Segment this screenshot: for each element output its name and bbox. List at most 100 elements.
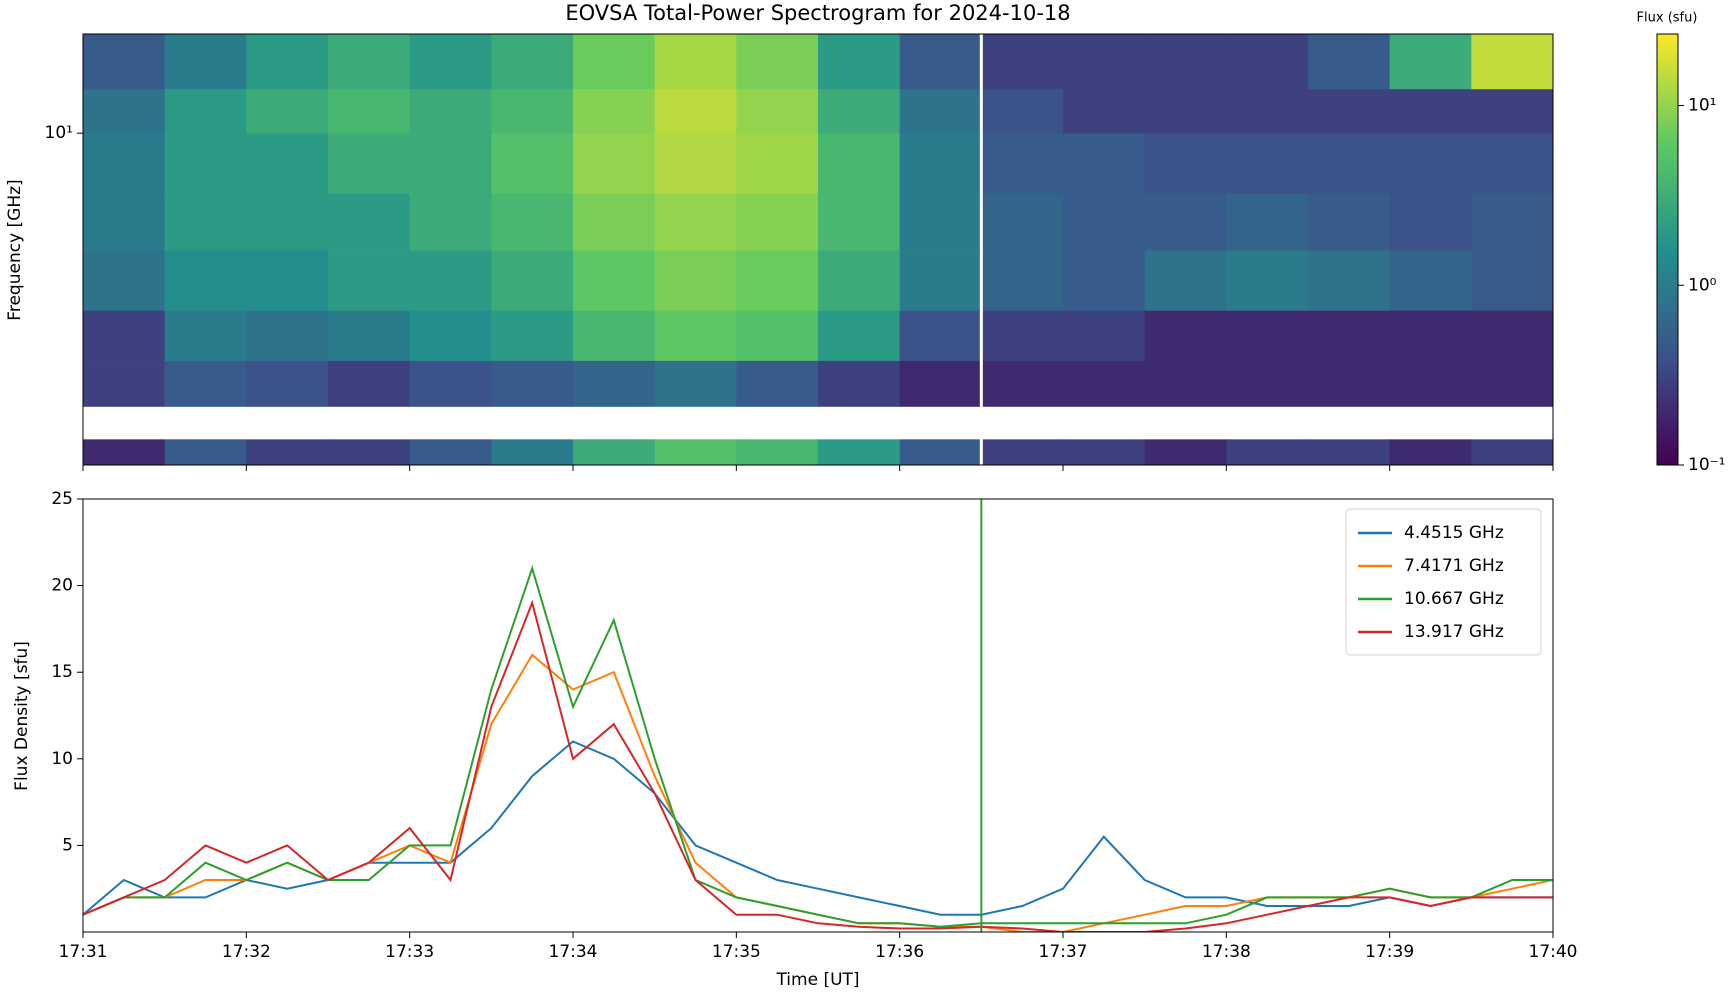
heatmap-cell bbox=[83, 360, 166, 407]
series-line bbox=[83, 653, 1553, 932]
heatmap-cell bbox=[818, 250, 901, 311]
heatmap-cell bbox=[1389, 88, 1472, 134]
heatmap-cell bbox=[981, 133, 1064, 194]
heatmap-cell bbox=[1063, 310, 1146, 361]
heatmap-cell bbox=[654, 250, 737, 311]
heatmap-cell bbox=[83, 133, 166, 194]
plot-frame bbox=[82, 33, 1554, 466]
heatmap-cell bbox=[736, 88, 819, 134]
heatmap-cell bbox=[83, 310, 166, 361]
heatmap-cell bbox=[491, 310, 574, 361]
heatmap-cell bbox=[736, 193, 819, 251]
heatmap-cell bbox=[491, 250, 574, 311]
x-tick-label: 17:37 bbox=[1039, 942, 1088, 962]
heatmap-cell bbox=[1144, 439, 1227, 466]
heatmap-cell bbox=[1144, 88, 1227, 134]
heatmap-cell bbox=[1308, 34, 1391, 90]
heatmap-cell bbox=[899, 133, 982, 194]
heatmap-cell bbox=[1471, 439, 1554, 466]
heatmap-cell bbox=[899, 439, 982, 466]
heatmap-cell bbox=[818, 88, 901, 134]
heatmap-cell bbox=[981, 360, 1064, 407]
y-axis-label: Frequency [GHz] bbox=[5, 179, 25, 320]
heatmap-cell bbox=[1389, 360, 1472, 407]
series-line bbox=[83, 599, 1553, 932]
heatmap-cell bbox=[1471, 34, 1554, 90]
heatmap-cell bbox=[736, 34, 819, 90]
heatmap-cell bbox=[981, 250, 1064, 311]
heatmap-cell bbox=[1144, 133, 1227, 194]
heatmap-cell bbox=[246, 88, 329, 134]
heatmap-cell bbox=[1389, 34, 1472, 90]
heatmap-cell bbox=[164, 439, 247, 466]
heatmap-cell bbox=[1226, 88, 1309, 134]
heatmap-cell bbox=[328, 360, 411, 407]
heatmap-cell bbox=[1471, 250, 1554, 311]
x-tick-label: 17:33 bbox=[385, 942, 434, 962]
heatmap-cell bbox=[164, 360, 247, 407]
legend-label: 4.4515 GHz bbox=[1404, 523, 1504, 543]
heatmap-cell bbox=[491, 193, 574, 251]
y-tick-label: 5 bbox=[62, 835, 73, 855]
heatmap-cell bbox=[736, 360, 819, 407]
heatmap-cell bbox=[818, 360, 901, 407]
heatmap-cell bbox=[246, 439, 329, 466]
heatmap-cell bbox=[654, 88, 737, 134]
heatmap-cell bbox=[1308, 193, 1391, 251]
heatmap-cell bbox=[573, 193, 656, 251]
heatmap-cell bbox=[1226, 360, 1309, 407]
heatmap-cell bbox=[1471, 310, 1554, 361]
heatmap-cell bbox=[409, 88, 492, 134]
heatmap-cell bbox=[83, 34, 166, 90]
heatmap-cell bbox=[1063, 34, 1146, 90]
colorbar-tick-label: 10⁻¹ bbox=[1688, 455, 1725, 475]
colorbar-label: Flux (sfu) bbox=[1637, 11, 1698, 26]
heatmap-cell bbox=[1063, 439, 1146, 466]
heatmap-cell bbox=[491, 34, 574, 90]
heatmap-cell bbox=[164, 193, 247, 251]
heatmap-cell bbox=[818, 439, 901, 466]
y-tick-label: 25 bbox=[51, 489, 73, 509]
heatmap-cell bbox=[1226, 310, 1309, 361]
colorbar bbox=[1656, 33, 1679, 466]
heatmap-cell bbox=[981, 310, 1064, 361]
heatmap-cell bbox=[1226, 34, 1309, 90]
series-line bbox=[83, 740, 1553, 916]
heatmap-cell bbox=[573, 34, 656, 90]
heatmap-cell bbox=[1226, 439, 1309, 466]
heatmap-cell bbox=[654, 34, 737, 90]
heatmap-cell bbox=[1226, 250, 1309, 311]
heatmap-cell bbox=[899, 88, 982, 134]
heatmap-cell bbox=[409, 310, 492, 361]
x-tick-label: 17:31 bbox=[59, 942, 108, 962]
heatmap-cell bbox=[83, 193, 166, 251]
heatmap-cell bbox=[1308, 88, 1391, 134]
legend-box bbox=[1345, 508, 1542, 656]
heatmap-cell bbox=[246, 250, 329, 311]
heatmap-cell bbox=[1471, 133, 1554, 194]
heatmap-cell bbox=[409, 250, 492, 311]
x-tick-label: 17:34 bbox=[549, 942, 598, 962]
heatmap-cell bbox=[1063, 193, 1146, 251]
heatmap-cell bbox=[164, 133, 247, 194]
heatmap-cell bbox=[736, 439, 819, 466]
heatmap-cell bbox=[818, 133, 901, 194]
heatmap-cell bbox=[573, 310, 656, 361]
heatmap-cell bbox=[1308, 310, 1391, 361]
heatmap-cell bbox=[1226, 133, 1309, 194]
heatmap-cell bbox=[328, 310, 411, 361]
series-line bbox=[83, 564, 1553, 928]
heatmap-cell bbox=[899, 34, 982, 90]
heatmap-cell bbox=[246, 360, 329, 407]
x-tick-label: 17:36 bbox=[875, 942, 924, 962]
heatmap-cell bbox=[818, 310, 901, 361]
heatmap-cell bbox=[1308, 360, 1391, 407]
heatmap-cell bbox=[328, 439, 411, 466]
heatmap-cell bbox=[328, 250, 411, 311]
heatmap-cell bbox=[981, 34, 1064, 90]
heatmap-cell bbox=[654, 193, 737, 251]
y-axis-label: Flux Density [sfu] bbox=[12, 641, 32, 791]
heatmap-cell bbox=[164, 250, 247, 311]
heatmap-cell bbox=[328, 34, 411, 90]
x-tick-label: 17:39 bbox=[1365, 942, 1414, 962]
